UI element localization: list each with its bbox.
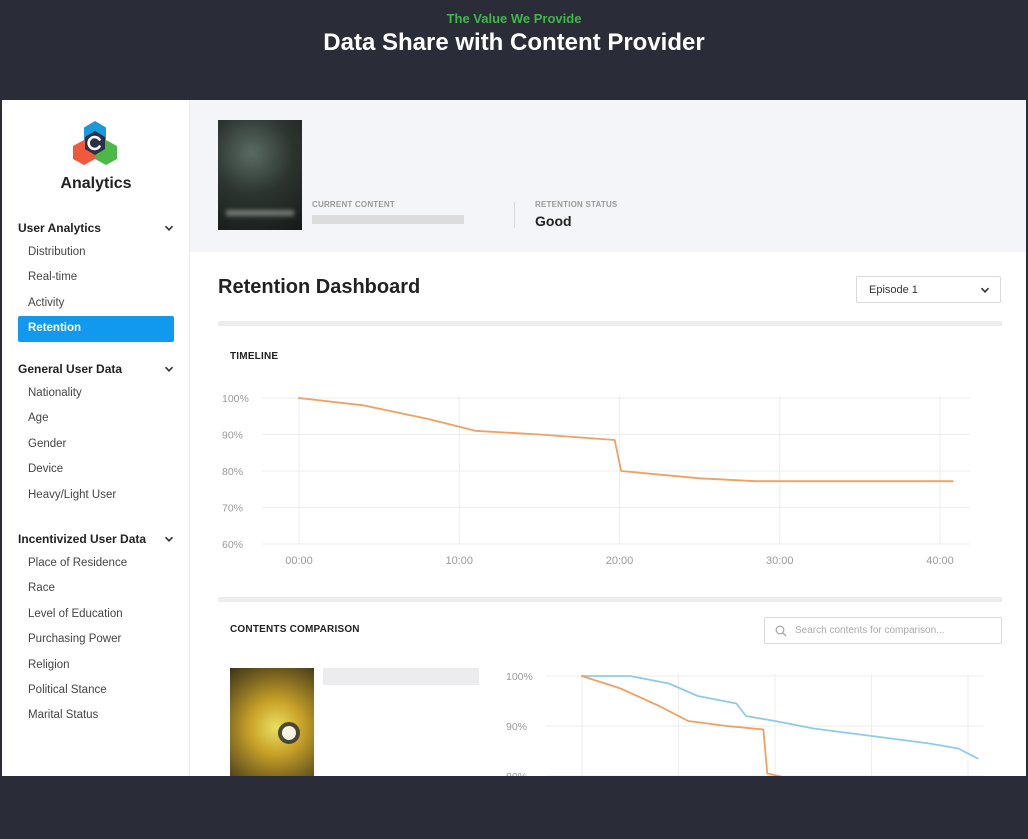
series-line-0-0 [298, 397, 954, 483]
series-line-1-0 [581, 675, 979, 760]
nav-group-general-user-data: General User Data Nationality Age Gender… [18, 357, 174, 508]
sidebar-item-heavy-light-user[interactable]: Heavy/Light User [28, 488, 117, 501]
banner-headline: Data Share with Content Provider [323, 29, 705, 56]
section-divider [218, 597, 1002, 602]
sidebar-item-activity[interactable]: Activity [28, 296, 65, 309]
y-tick-label: 80% [506, 771, 527, 776]
contents-comparison-label: CONTENTS COMPARISON [230, 624, 360, 635]
sidebar-item-marital-status[interactable]: Marital Status [28, 709, 99, 722]
sidebar-item-religion[interactable]: Religion [28, 658, 70, 671]
section-divider [218, 321, 1002, 326]
current-content-title-placeholder [312, 215, 464, 224]
retention-status-label: RETENTION STATUS [535, 200, 618, 209]
header-divider [514, 202, 515, 228]
comparison-chart: 100% 90% 80% [506, 671, 984, 776]
y-tick-label: 70% [222, 503, 243, 515]
logo-text: Analytics [60, 175, 132, 192]
y-tick-label: 60% [222, 539, 243, 551]
nav-group-incentivized-user-data: Incentivized User Data Place of Residenc… [18, 527, 174, 729]
timeline-chart: 100% 90% 80% 70% 60% 00:00 10:00 20:00 30:00 40:0… [222, 393, 970, 567]
comparison-content-poster[interactable] [230, 668, 314, 776]
sidebar-item-political-stance[interactable]: Political Stance [28, 683, 107, 696]
sidebar-item-gender[interactable]: Gender [28, 437, 67, 450]
retention-status-value: Good [535, 213, 572, 229]
x-tick-label: 40:00 [926, 555, 954, 567]
content-header: CURRENT CONTENT RETENTION STATUS Good [190, 100, 1026, 252]
x-tick-label: 30:00 [766, 555, 794, 567]
y-tick-label: 90% [222, 430, 243, 442]
sidebar-item-purchasing-power[interactable]: Purchasing Power [28, 633, 122, 646]
timeline-label: TIMELINE [230, 351, 279, 362]
y-tick-label: 100% [506, 671, 533, 683]
nav-group-toggle-user-analytics[interactable]: User Analytics [18, 216, 174, 240]
sidebar-item-device[interactable]: Device [28, 463, 64, 476]
nav-group-toggle-incentivized-user-data[interactable]: Incentivized User Data [18, 527, 174, 551]
x-tick-label: 00:00 [285, 555, 313, 567]
comparison-search[interactable] [764, 617, 1002, 644]
comparison-content-title-placeholder [323, 668, 479, 685]
banner: The Value We Provide Data Share with Con… [0, 0, 1028, 100]
footer-band [0, 776, 1028, 839]
series-line-1-1 [581, 675, 784, 776]
main-panel: CURRENT CONTENT RETENTION STATUS Good Re… [190, 100, 1026, 776]
nav-group-user-analytics: User Analytics Distribution Real-time Ac… [18, 216, 174, 342]
app-window: Analytics User Analytics Distribution Re… [2, 100, 1026, 776]
chevron-down-icon [164, 225, 174, 231]
sidebar-item-place-of-residence[interactable]: Place of Residence [28, 557, 128, 569]
sidebar: Analytics User Analytics Distribution Re… [2, 100, 190, 776]
sidebar-item-nationality[interactable]: Nationality [28, 387, 82, 399]
x-tick-label: 10:00 [445, 555, 473, 567]
analytics-logo-icon [73, 121, 117, 165]
sidebar-item-distribution[interactable]: Distribution [28, 246, 86, 258]
sidebar-item-level-of-education[interactable]: Level of Education [28, 607, 123, 620]
sidebar-item-age[interactable]: Age [28, 412, 49, 425]
chevron-down-icon [164, 366, 174, 372]
nav-group-title: General User Data [18, 362, 123, 376]
banner-kicker: The Value We Provide [446, 11, 582, 26]
x-tick-label: 20:00 [606, 555, 634, 567]
episode-select-value: Episode 1 [869, 283, 918, 296]
y-tick-label: 100% [222, 393, 249, 405]
comparison-search-input[interactable] [795, 625, 985, 636]
page-title: Retention Dashboard [218, 276, 421, 298]
nav-group-toggle-general-user-data[interactable]: General User Data [18, 357, 174, 381]
episode-select[interactable]: Episode 1 [856, 276, 1001, 303]
y-tick-label: 90% [506, 721, 527, 733]
nav-group-title: Incentivized User Data [18, 532, 147, 546]
nav-group-title: User Analytics [18, 221, 101, 235]
sidebar-item-retention[interactable]: Retention [18, 316, 174, 342]
chevron-down-icon [164, 536, 174, 542]
search-icon [775, 625, 787, 636]
current-content-label: CURRENT CONTENT [312, 200, 395, 209]
y-tick-label: 80% [222, 466, 243, 478]
sidebar-item-race[interactable]: Race [28, 582, 55, 595]
current-content-poster [218, 120, 302, 230]
sidebar-item-real-time[interactable]: Real-time [28, 271, 78, 284]
chevron-down-icon [980, 287, 990, 293]
